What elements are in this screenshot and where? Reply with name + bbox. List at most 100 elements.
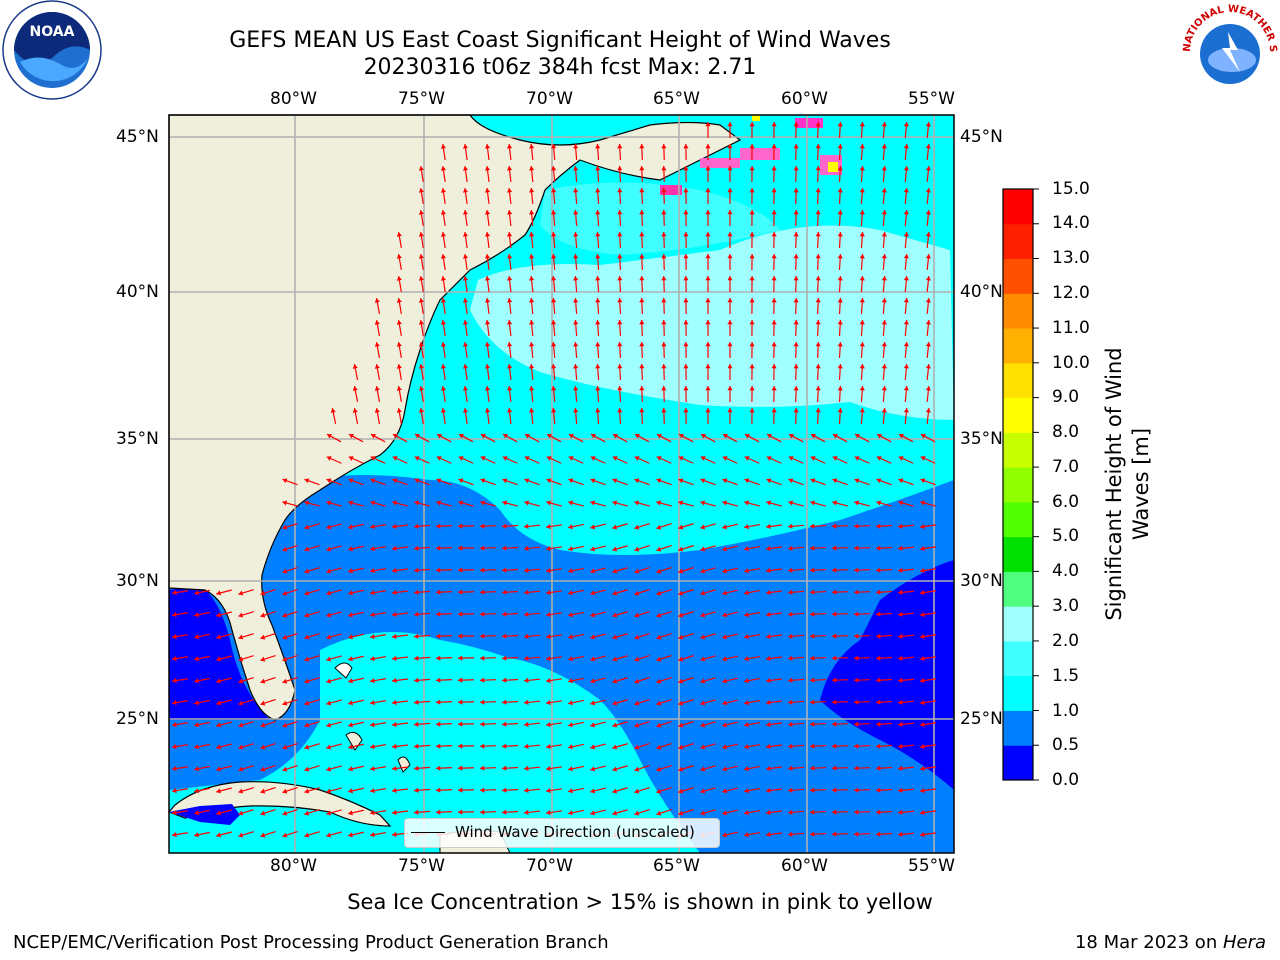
wave-direction-arrowhead — [436, 677, 441, 683]
wave-direction-arrowhead — [370, 744, 375, 750]
wave-direction-arrowhead — [617, 276, 623, 281]
wave-direction-arrowhead — [854, 633, 859, 639]
wave-direction-arrowhead — [568, 678, 573, 684]
wave-direction-arrowhead — [484, 298, 491, 303]
wave-direction-arrowhead — [330, 408, 336, 413]
wave-direction-arrowhead — [326, 524, 332, 530]
wave-direction-arrowhead — [793, 276, 799, 281]
wave-direction-arrowhead — [282, 500, 288, 506]
wave-direction-arrowhead — [502, 433, 508, 439]
wave-direction-arrowhead — [793, 122, 799, 127]
wave-direction-arrowhead — [551, 298, 557, 303]
wave-zone-mid-north — [540, 182, 780, 255]
wave-direction-arrowhead — [238, 590, 244, 596]
wave-direction-arrowhead — [876, 655, 881, 661]
lon-label-bottom: 65°W — [653, 856, 700, 876]
wave-zone-very-calm — [820, 560, 954, 790]
wave-direction-arrowhead — [172, 656, 177, 662]
wave-direction-arrowhead — [524, 655, 529, 661]
wave-direction-arrowhead — [551, 166, 557, 171]
wave-direction-arrowhead — [590, 744, 596, 750]
wave-direction-arrowhead — [810, 478, 816, 484]
wave-direction-arrowhead — [282, 700, 288, 706]
wave-direction-arrowhead — [661, 188, 667, 193]
wave-direction-arrowhead — [920, 765, 925, 772]
wave-direction-arrowhead — [925, 210, 931, 215]
wave-direction-arrowhead — [832, 743, 837, 749]
wave-direction-arrowhead — [634, 590, 640, 596]
wave-direction-arrowhead — [903, 408, 909, 413]
wave-direction-arrowhead — [837, 254, 843, 259]
wave-direction-arrowhead — [854, 545, 859, 551]
wave-direction-arrowhead — [700, 433, 706, 439]
wave-direction-arrowhead — [859, 210, 865, 215]
lon-label-bottom: 75°W — [398, 856, 445, 876]
wave-direction-arrowhead — [656, 634, 662, 640]
wave-direction-arrowhead — [392, 655, 397, 662]
wave-direction-arrowhead — [440, 144, 447, 149]
wave-direction-arrowhead — [837, 320, 843, 325]
colorbar-tick: 4.0 — [1052, 561, 1080, 581]
colorbar-segment — [1003, 536, 1033, 572]
wave-direction-arrowhead — [418, 276, 424, 281]
wave-direction-arrowhead — [744, 500, 750, 506]
wave-direction-arrowhead — [656, 500, 662, 506]
wave-direction-arrowhead — [749, 210, 755, 215]
colorbar-segment — [1003, 710, 1033, 746]
wave-direction-arrowhead — [920, 655, 925, 662]
wave-direction-arrowhead — [590, 700, 596, 706]
wave-direction-arrowhead — [881, 232, 887, 237]
wave-direction-arrowhead — [462, 298, 469, 303]
wave-direction-arrowhead — [810, 765, 815, 771]
wave-direction-arrowhead — [810, 809, 815, 815]
wave-direction-arrowhead — [898, 699, 903, 705]
wave-direction-arrowhead — [612, 656, 618, 662]
wave-direction-arrowhead — [414, 655, 419, 661]
wave-direction-arrowhead — [832, 677, 837, 683]
wave-direction-arrowhead — [590, 634, 596, 640]
wave-direction-arrowhead — [172, 612, 177, 618]
wave-direction-arrowhead — [876, 787, 881, 793]
wave-direction-arrowhead — [414, 765, 419, 771]
wave-direction-arrowhead — [837, 386, 843, 391]
wave-direction-arrowhead — [480, 787, 485, 793]
wave-direction-arrowhead — [722, 568, 727, 574]
wave-direction-arrowhead — [502, 743, 507, 749]
wave-direction-arrowhead — [617, 298, 623, 303]
wave-direction-arrowhead — [722, 433, 728, 439]
wave-direction-arrowhead — [304, 500, 310, 506]
wave-direction-arrowhead — [661, 298, 667, 303]
wave-direction-arrowhead — [744, 634, 749, 640]
wave-direction-arrowhead — [348, 700, 353, 706]
wave-direction-arrowhead — [568, 722, 573, 728]
wave-direction-arrowhead — [925, 188, 931, 193]
wave-direction-arrowhead — [414, 589, 419, 595]
wave-direction-arrowhead — [700, 612, 706, 618]
wave-direction-arrowhead — [551, 210, 557, 215]
footer-credit: NCEP/EMC/Verification Post Processing Pr… — [13, 932, 609, 953]
wave-direction-arrowhead — [348, 788, 353, 794]
wave-direction-arrowhead — [546, 456, 552, 461]
wave-direction-arrowhead — [810, 655, 815, 661]
wave-direction-arrowhead — [546, 589, 551, 596]
wave-direction-arrowhead — [260, 612, 266, 618]
wave-direction-arrowhead — [484, 386, 491, 391]
wave-direction-arrowhead — [304, 722, 310, 728]
wave-direction-arrowhead — [705, 298, 711, 303]
colorbar-tick: 10.0 — [1052, 353, 1090, 373]
wave-direction-arrowhead — [898, 478, 904, 484]
wave-direction-arrowhead — [903, 386, 909, 391]
wave-direction-arrowhead — [392, 611, 397, 618]
wave-direction-arrowhead — [458, 655, 463, 661]
wave-direction-arrowhead — [524, 589, 529, 595]
wave-direction-arrowhead — [529, 342, 535, 347]
wave-direction-arrowhead — [810, 523, 815, 529]
wave-direction-arrowhead — [524, 456, 530, 461]
wave-direction-arrowhead — [352, 408, 358, 413]
wave-direction-arrowhead — [304, 546, 310, 552]
wave-direction-arrowhead — [348, 612, 353, 618]
wave-direction-arrowhead — [771, 320, 777, 325]
wave-direction-arrowhead — [326, 612, 332, 618]
wave-direction-arrowhead — [766, 567, 771, 574]
wave-direction-arrowhead — [396, 298, 402, 303]
